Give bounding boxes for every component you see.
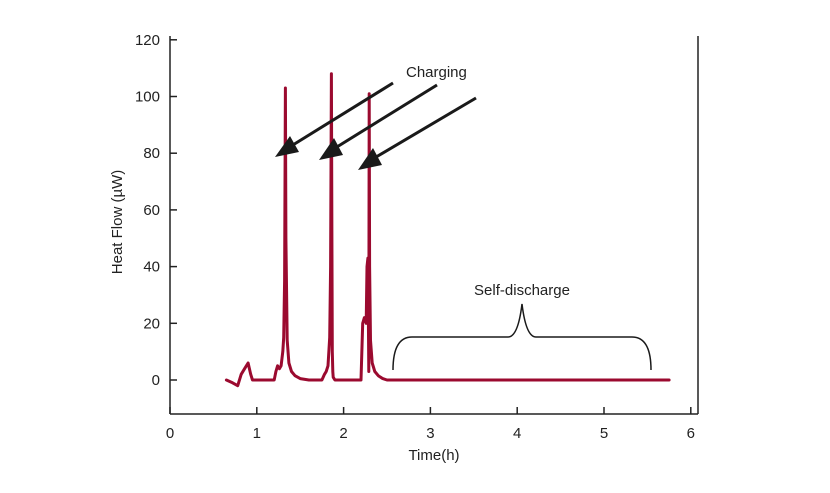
- y-tick-label: 60: [143, 202, 160, 219]
- x-tick-label: 6: [687, 425, 695, 442]
- self-discharge-brace: [392, 303, 652, 371]
- charging-arrowhead-1: [275, 136, 299, 157]
- y-tick-label: 40: [143, 259, 160, 276]
- charging-label: Charging: [406, 64, 467, 81]
- y-tick-label: 20: [143, 315, 160, 332]
- charging-arrow-1: [287, 81, 394, 150]
- self-discharge-annotation: Self-discharge: [392, 282, 652, 371]
- x-ticks: 0 1 2 3 4 5 6: [166, 407, 695, 442]
- y-tick-label: 100: [135, 89, 160, 106]
- y-ticks: 0 20 40 60 80 100 120: [135, 32, 177, 389]
- self-discharge-label: Self-discharge: [474, 282, 570, 299]
- charging-annotation: Charging: [275, 64, 477, 170]
- charging-arrowhead-3: [358, 148, 382, 170]
- x-axis-title: Time(h): [408, 447, 459, 464]
- y-axis-title: Heat Flow (µW): [109, 170, 126, 274]
- charging-arrowhead-2: [319, 138, 343, 160]
- x-tick-label: 1: [253, 425, 261, 442]
- x-tick-label: 5: [600, 425, 608, 442]
- y-tick-label: 80: [143, 145, 160, 162]
- x-tick-label: 4: [513, 425, 521, 442]
- heat-flow-series-line: [224, 72, 671, 388]
- x-tick-label: 0: [166, 425, 174, 442]
- x-tick-label: 3: [426, 425, 434, 442]
- y-tick-label: 0: [152, 372, 160, 389]
- charging-arrow-3: [370, 96, 477, 162]
- charging-arrow-2: [331, 83, 438, 152]
- y-tick-label: 120: [135, 32, 160, 49]
- x-tick-label: 2: [339, 425, 347, 442]
